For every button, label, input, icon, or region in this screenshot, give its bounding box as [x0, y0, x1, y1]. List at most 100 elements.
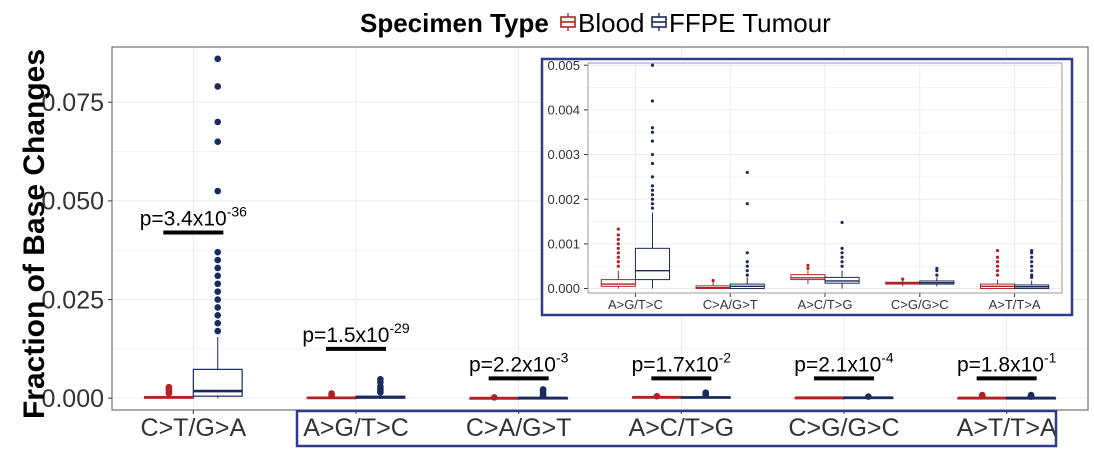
main-x-tick-label-c-g-g-c: C>G/G>C	[788, 414, 899, 442]
outlier-point	[165, 383, 173, 391]
legend-item-ffpe: FFPE Tumour	[651, 8, 831, 38]
outlier-point	[935, 266, 939, 271]
outlier-point	[978, 391, 986, 399]
outlier-point	[214, 304, 222, 311]
outlier-point	[616, 237, 620, 242]
outlier-point	[214, 312, 222, 319]
main-box-blood-a-t-t-a	[957, 391, 1008, 400]
outlier-point	[616, 260, 620, 264]
outlier-point	[1030, 269, 1034, 273]
outlier-point	[650, 130, 655, 134]
outlier-point	[935, 273, 939, 277]
outlier-point	[840, 251, 844, 255]
outlier-point	[214, 256, 222, 264]
main-x-tick-label-a-c-t-g: A>C/T>G	[629, 414, 735, 442]
inset-box-blood-a-g-t-c	[600, 227, 636, 289]
inset-panel-border	[587, 62, 1063, 294]
inset-x-tick-label-a-g-t-c: A>G/T>C	[608, 297, 663, 312]
y-axis-title: Fraction of Base Changes	[18, 49, 51, 419]
highlight-box-categories	[295, 409, 1058, 448]
main-box-ffpe-c-g-g-c	[843, 393, 894, 400]
outlier-point	[840, 220, 844, 225]
outlier-point	[840, 260, 844, 264]
main-y-tick-label: 0.075	[41, 89, 104, 117]
outlier-point	[539, 386, 547, 393]
inset-x-tick-label-a-t-t-a: A>T/T>A	[989, 297, 1041, 312]
inset-box-ffpe-c-a-g-t	[729, 170, 765, 290]
legend-title: Specimen Type	[360, 8, 549, 38]
outlier-point	[935, 269, 939, 273]
main-box-ffpe-a-c-t-g	[680, 389, 731, 399]
legend-key-ffpe	[651, 13, 667, 31]
outlier-point	[1030, 248, 1034, 253]
inset-plot-panel: 0.000 0.001 0.002 0.003 0.004 0.005 A>G/T>C C>A…	[540, 57, 1074, 317]
outlier-point	[653, 392, 661, 400]
outlier-point	[650, 202, 655, 206]
main-x-tick-label-c-a-g-t: C>A/G>T	[466, 414, 572, 442]
main-y-tick-label: 0.025	[41, 286, 104, 314]
outlier-point	[650, 126, 655, 130]
main-box-ffpe-a-t-t-a	[1006, 391, 1057, 400]
inset-box-ffpe-a-c-t-g	[824, 220, 860, 289]
outlier-point	[616, 251, 620, 255]
outlier-point	[1030, 255, 1034, 259]
outlier-point	[1030, 251, 1034, 255]
outlier-point	[650, 184, 655, 188]
outlier-point	[377, 375, 384, 383]
inset-x-tick-label-c-a-g-t: C>A/G>T	[703, 297, 758, 312]
inset-y-tick-label: 0.002	[547, 192, 580, 207]
pvalue-label-a-c-t-g: p=1.7x10-2	[632, 349, 732, 376]
outlier-point	[650, 152, 655, 157]
inset-box-ffpe-a-g-t-c	[634, 63, 671, 289]
inset-y-tick-label: 0.003	[547, 147, 580, 162]
outlier-point	[1030, 275, 1034, 279]
outlier-point	[616, 227, 620, 231]
outlier-point	[901, 277, 905, 281]
outlier-point	[806, 266, 810, 271]
outlier-point	[328, 390, 335, 397]
outlier-point	[214, 187, 222, 195]
main-x-tick-label-a-t-t-a: A>T/T>A	[957, 414, 1057, 442]
outlier-point	[995, 248, 1000, 253]
box-iqr	[600, 279, 636, 287]
pvalue-label-c-a-g-t: p=2.2x10-3	[469, 349, 569, 376]
outlier-point	[1030, 260, 1034, 264]
main-x-tick-label-c-t-g-a: C>T/G>A	[141, 414, 247, 442]
outlier-point	[995, 264, 1000, 268]
outlier-point	[214, 280, 222, 288]
outlier-point	[214, 319, 222, 327]
outlier-point	[840, 255, 844, 259]
outlier-point	[616, 246, 620, 250]
outlier-point	[214, 288, 222, 295]
outlier-point	[616, 264, 620, 268]
inset-y-tick-label: 0.004	[547, 102, 580, 117]
outlier-point	[995, 269, 1000, 273]
outlier-point	[616, 233, 620, 237]
outlier-point	[214, 83, 222, 90]
outlier-point	[995, 255, 1000, 259]
outlier-point	[840, 264, 844, 268]
outlier-point	[214, 138, 222, 145]
box-iqr	[634, 247, 671, 281]
pvalue-label-c-g-g-c: p=2.1x10-4	[794, 349, 894, 376]
outlier-point	[745, 273, 749, 277]
outlier-point	[214, 264, 222, 272]
outlier-point	[616, 242, 620, 246]
inset-x-tick-label-a-c-t-g: A>C/T>G	[798, 297, 853, 312]
inset-y-tick-label: 0.001	[547, 236, 580, 251]
inset-box-blood-a-c-t-g	[790, 263, 826, 285]
inset-frame	[540, 57, 1074, 317]
pvalue-label-c-t-g-a: p=3.4x10-36	[140, 203, 247, 230]
outlier-point	[745, 170, 749, 175]
outlier-point	[650, 206, 655, 210]
main-box-ffpe-c-a-g-t	[518, 386, 569, 400]
outlier-point	[745, 260, 749, 264]
outlier-point	[745, 251, 749, 255]
inset-box-ffpe-c-g-g-c	[919, 266, 955, 287]
legend-label-blood: Blood	[578, 8, 645, 38]
inset-y-tick-label: 0.000	[547, 281, 580, 296]
inset-y-tick-label: 0.005	[547, 58, 580, 73]
outlier-point	[650, 161, 655, 166]
outlier-point	[745, 202, 749, 206]
